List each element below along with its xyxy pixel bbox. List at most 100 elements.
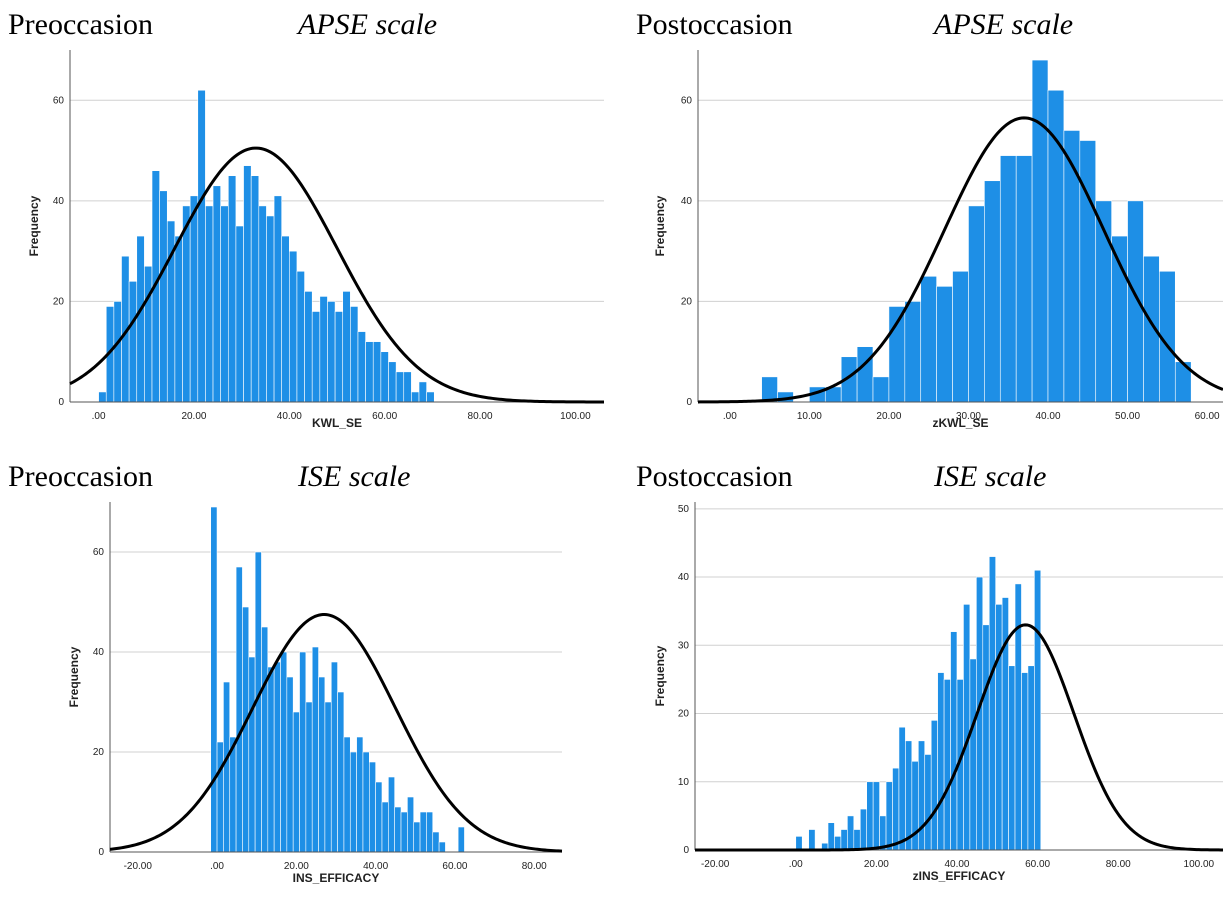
histogram-bar [330,661,338,853]
x-tick-label: 80.00 [1106,859,1131,870]
histogram-bar [319,296,328,403]
x-tick-label: 10.00 [797,411,822,422]
histogram-bar [324,701,332,853]
histogram-bar [866,781,874,851]
histogram-bar [1027,665,1035,851]
histogram-bar [1014,583,1022,851]
y-tick-label: 20 [678,709,690,720]
histogram-bar [243,165,252,403]
histogram-bar [1034,569,1042,851]
histogram-bar [969,658,977,851]
occasion-label: Preoccasion [8,8,153,41]
histogram-bar [98,391,107,403]
histogram-bar [995,604,1003,851]
histogram-bar [128,281,138,403]
panel-caption-pre-ise: Preoccasion ISE scale [8,462,608,496]
histogram-bar [349,751,357,853]
y-axis-title: Frequency [653,645,667,706]
histogram-bar [761,376,778,403]
histogram-bar [847,815,855,851]
x-tick-label: 20.00 [181,411,206,422]
histogram-bar [369,761,376,853]
y-tick-label: 60 [681,95,693,106]
x-tick-label: 40.00 [363,861,388,872]
x-tick-label: -20.00 [701,859,730,870]
histogram-bar [403,371,412,403]
histogram-bar [342,291,351,403]
x-tick-label: 60.00 [1025,859,1050,870]
x-axis-title: zINS_EFFICACY [913,869,1006,883]
scale-label: APSE scale [934,8,1074,41]
histogram-bar [182,205,191,403]
normal-curve [695,623,1223,852]
occasion-label: Postoccasion [636,460,793,493]
x-tick-label: 30.00 [956,411,981,422]
histogram-bar [457,826,465,853]
histogram-bar [872,781,880,851]
histogram-bar [327,301,336,403]
x-tick-label: 40.00 [277,411,302,422]
histogram-bar [905,740,913,851]
histogram-bar [937,672,945,851]
histogram-bar [856,346,874,403]
histogram-bar [250,175,260,403]
histogram-bar [1015,155,1033,403]
histogram-bar [343,736,351,853]
histogram-bar [381,801,389,853]
x-tick-label: 20.00 [876,411,901,422]
y-tick-label: 40 [681,196,693,207]
histogram-bar [898,726,906,851]
histogram-post-apse: .00 10.00 20.00 30.00 40.00 50.00 60.00 0 20 40 60… [653,50,1223,430]
histogram-bar [984,180,1001,403]
histogram-bar [950,631,958,851]
histogram-bar [334,311,344,403]
histogram-bar [197,89,206,403]
scale-label: ISE scale [934,460,1047,493]
x-tick-label: 20.00 [284,861,309,872]
x-tick-label: 60.00 [442,861,467,872]
histogram-bar [936,286,953,403]
histogram-bar [210,506,218,853]
histogram-bar [438,841,446,853]
histogram-bar [304,291,313,403]
histogram-bar [280,651,288,853]
histogram-bar [380,351,389,403]
y-tick-label: 0 [58,397,64,408]
x-tick-label: 100.00 [1184,859,1215,870]
histogram-bar [273,661,281,853]
histogram-bar [1127,200,1144,403]
scale-label: ISE scale [298,460,411,493]
x-tick-label: 50.00 [1115,411,1140,422]
histogram-bar [266,215,275,403]
x-tick-label: 60.00 [1195,411,1220,422]
histogram-pre-ise: -20.00 .00 20.00 40.00 60.00 80.00 0 20 40 60 INS_… [67,502,563,885]
histogram-bar [827,822,835,851]
histogram-bar [362,751,370,853]
histogram-bar [292,711,300,853]
histogram-bar [1031,59,1049,403]
histogram-bar [419,811,427,853]
histogram-bar [365,341,374,403]
x-tick-label: .00 [723,411,737,422]
histogram-bar [840,829,848,851]
histogram-bar [413,821,421,853]
histogram-bar [220,205,229,403]
normal-curve [69,146,604,404]
histogram-bar [917,740,926,851]
normal-curve [109,613,563,853]
histogram-bar [356,736,364,853]
histogram-bar [388,361,397,403]
histogram-bar [248,656,256,853]
histogram-bar [1021,672,1029,851]
histogram-post-ise: -20.00 .00 20.00 40.00 60.00 80.00 100.00 0 10 20… [653,502,1223,883]
y-tick-label: 20 [53,296,65,307]
y-tick-label: 60 [93,547,105,558]
x-tick-label: .00 [92,411,106,422]
histogram-bar [1079,140,1097,403]
histogram-bar [261,626,269,853]
histogram-bar [212,185,221,403]
y-tick-label: 60 [53,95,65,106]
histogram-bar [289,250,298,403]
histogram-bar [879,815,887,851]
histogram-bar [235,225,244,403]
